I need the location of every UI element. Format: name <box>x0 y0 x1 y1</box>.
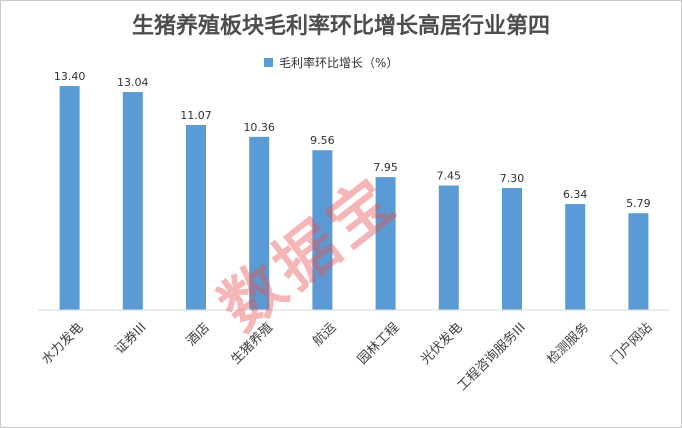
bar-6 <box>375 177 396 310</box>
data-label-3: 11.07 <box>180 109 212 122</box>
legend-swatch <box>264 58 273 67</box>
chart-title: 生猪养殖板块毛利率环比增长高居行业第四 <box>132 13 550 39</box>
category-label-9: 检测服务 <box>544 320 592 368</box>
data-label-10: 5.79 <box>626 197 651 210</box>
data-label-2: 13.04 <box>117 76 149 89</box>
bar-4 <box>249 136 270 310</box>
bars <box>59 86 649 311</box>
category-label-6: 园林工程 <box>355 320 402 367</box>
category-label-5: 航运 <box>310 320 340 350</box>
bar-5 <box>312 150 333 310</box>
bar-2 <box>122 92 143 310</box>
category-label-2: 证券III <box>112 320 150 358</box>
category-label-1: 水力发电 <box>38 320 86 368</box>
data-label-5: 9.56 <box>310 134 335 147</box>
category-label-3: 酒店 <box>184 320 213 349</box>
bar-8 <box>502 187 522 310</box>
data-label-7: 7.45 <box>437 169 462 182</box>
data-label-1: 13.40 <box>54 70 86 83</box>
bar-3 <box>186 124 206 310</box>
legend-label: 毛利率环比增长（%） <box>279 55 398 70</box>
bar-1 <box>59 86 80 311</box>
bar-10 <box>628 213 649 310</box>
bar-9 <box>565 204 586 310</box>
data-labels: 13.40 13.04 11.07 10.36 9.56 7.95 7.45 7.30 6.34… <box>54 70 651 210</box>
bar-7 <box>438 185 459 310</box>
category-label-10: 门户网站 <box>607 320 655 368</box>
data-label-4: 10.36 <box>243 121 275 134</box>
data-label-6: 7.95 <box>373 161 398 174</box>
data-label-9: 6.34 <box>563 188 588 201</box>
data-label-8: 7.30 <box>500 172 525 185</box>
legend: 毛利率环比增长（%） <box>264 55 398 70</box>
category-label-7: 光伏发电 <box>418 320 466 368</box>
